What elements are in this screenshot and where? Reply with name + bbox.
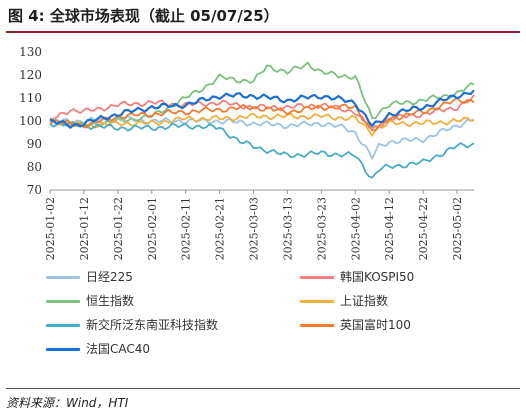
x-tick-label: 2025-01-12 <box>78 197 91 260</box>
x-tick-label: 2025-04-22 <box>417 197 430 260</box>
x-tick-label: 2025-03-23 <box>315 197 328 260</box>
x-tick-label: 2025-02-21 <box>214 197 227 260</box>
x-tick-label: 2025-04-12 <box>383 197 396 260</box>
x-tick-label: 2025-05-02 <box>451 197 464 260</box>
legend-item: 日经225 <box>46 268 133 285</box>
series-line-3 <box>49 112 475 137</box>
source-note: 资料来源：Wind，HTI <box>6 396 129 410</box>
legend-item: 新交所泛东南亚科技指数 <box>46 316 218 333</box>
y-tick-label: 110 <box>19 91 42 105</box>
legend-label: 上证指数 <box>340 294 389 308</box>
legend-label: 日经225 <box>86 270 133 284</box>
legend-swatch <box>300 324 334 327</box>
legend-swatch <box>300 276 334 279</box>
figure-title: 图 4: 全球市场表现（截止 05/07/25） <box>8 7 279 25</box>
legend-label: 韩国KOSPI50 <box>340 270 415 284</box>
y-tick-label: 90 <box>27 137 42 151</box>
y-tick-label: 70 <box>27 183 42 197</box>
x-tick-label: 2025-02-11 <box>180 197 193 260</box>
series-line-6 <box>49 89 475 129</box>
x-tick-label: 2025-01-02 <box>44 197 57 260</box>
legend-swatch <box>46 300 80 303</box>
legend-label: 恒生指数 <box>86 294 135 308</box>
legend-item: 法国CAC40 <box>46 340 150 357</box>
legend-swatch <box>46 348 80 351</box>
legend-label: 法国CAC40 <box>86 342 151 356</box>
legend-item: 恒生指数 <box>46 292 134 309</box>
x-tick-label: 2025-04-02 <box>349 197 362 260</box>
series-line-5 <box>49 97 475 132</box>
source-rule <box>6 388 520 389</box>
legend-swatch <box>46 276 80 279</box>
y-tick-label: 80 <box>27 160 42 174</box>
legend-item: 韩国KOSPI50 <box>300 268 414 285</box>
y-tick-label: 130 <box>19 45 42 59</box>
series-line-2 <box>49 61 475 128</box>
legend-label: 新交所泛东南亚科技指数 <box>86 318 219 332</box>
legend-label: 英国富时100 <box>340 318 411 332</box>
series-line-4 <box>49 121 475 179</box>
x-tick-label: 2025-01-22 <box>112 197 125 260</box>
y-tick-label: 100 <box>19 114 42 128</box>
y-axis: 70 80 90 100 110 120 130 <box>19 45 42 197</box>
x-axis: 2025-01-02 2025-01-12 2025-01-22 2025-02-01… <box>44 189 474 260</box>
x-tick-label: 2025-02-01 <box>146 197 159 260</box>
legend-item: 英国富时100 <box>300 316 411 333</box>
series-line-0 <box>49 115 475 160</box>
legend-swatch <box>300 300 334 303</box>
legend-swatch <box>46 324 80 327</box>
y-tick-label: 120 <box>19 68 42 82</box>
series-layer <box>49 61 475 179</box>
x-tick-label: 2025-03-03 <box>248 197 261 260</box>
title-rule <box>6 31 520 33</box>
legend-item: 上证指数 <box>300 292 388 309</box>
x-tick-label: 2025-03-13 <box>281 197 294 260</box>
